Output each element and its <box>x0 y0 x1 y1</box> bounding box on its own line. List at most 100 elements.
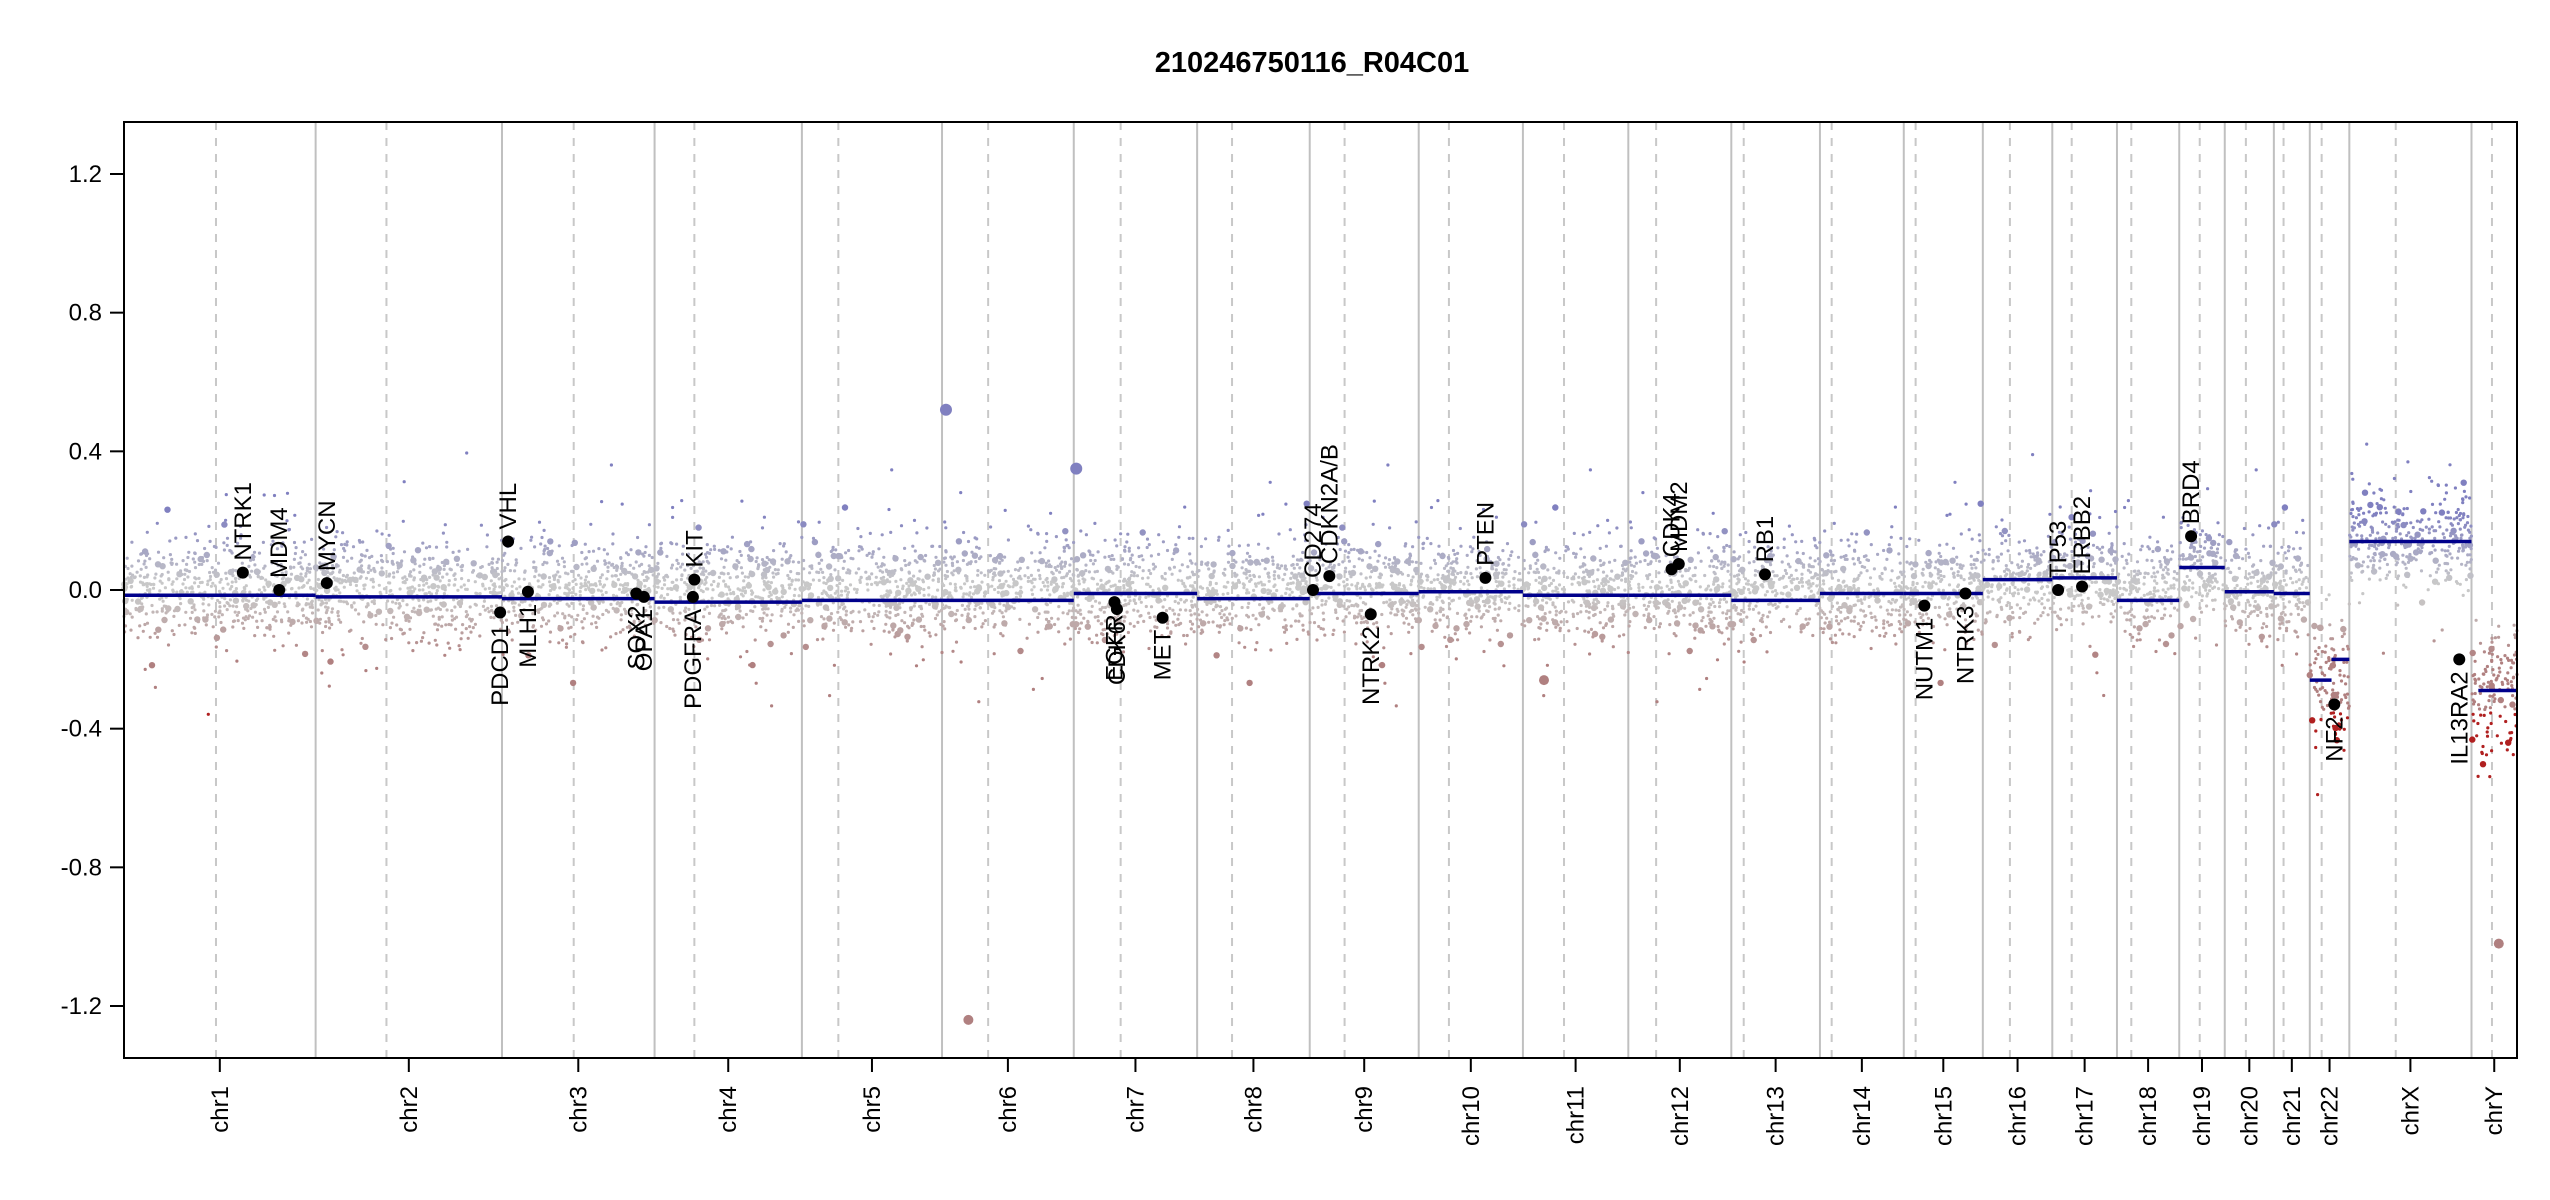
probe-point <box>667 606 674 613</box>
probe-point <box>1501 562 1505 566</box>
probe-point <box>982 594 987 598</box>
probe-point <box>583 542 587 546</box>
probe-point <box>901 584 905 588</box>
probe-point <box>925 526 929 530</box>
probe-point <box>594 621 598 625</box>
probe-point <box>684 632 688 637</box>
probe-point <box>1357 612 1361 616</box>
probe-point <box>1154 595 1158 599</box>
probe-point <box>669 566 674 570</box>
probe-point <box>604 590 608 595</box>
probe-point <box>1209 600 1213 604</box>
probe-point <box>1093 615 1097 619</box>
probe-point <box>332 576 336 580</box>
probe-point <box>1007 606 1011 610</box>
probe-point <box>328 626 332 630</box>
probe-point <box>710 596 714 600</box>
probe-point <box>584 588 588 592</box>
probe-point <box>1248 554 1252 559</box>
probe-point <box>363 554 367 558</box>
probe-point <box>415 641 419 645</box>
probe-point <box>1507 580 1511 584</box>
probe-point <box>870 582 874 587</box>
probe-point <box>224 571 228 575</box>
probe-point <box>1453 552 1457 557</box>
probe-point <box>353 608 358 612</box>
probe-point <box>1236 594 1240 598</box>
probe-point <box>602 548 606 552</box>
probe-point <box>1038 573 1042 578</box>
probe-point <box>876 565 880 569</box>
probe-point <box>906 624 910 628</box>
probe-point <box>821 626 825 630</box>
probe-point <box>1283 564 1287 568</box>
probe-point <box>1469 597 1473 601</box>
probe-point <box>897 627 904 634</box>
probe-point <box>500 620 504 625</box>
probe-point <box>1048 593 1052 597</box>
probe-point <box>844 609 849 613</box>
probe-point <box>541 562 545 567</box>
probe-point <box>185 590 189 594</box>
probe-point <box>1199 562 1204 567</box>
probe-point <box>745 582 752 589</box>
probe-point <box>285 519 289 523</box>
probe-point <box>1371 588 1375 592</box>
probe-point <box>296 619 300 623</box>
probe-point <box>1095 582 1100 586</box>
probe-point <box>1442 575 1449 582</box>
probe-point <box>963 607 967 612</box>
probe-point <box>1463 613 1467 617</box>
probe-point <box>374 622 378 626</box>
probe-point <box>1579 603 1583 608</box>
probe-point <box>1587 630 1591 634</box>
probe-point <box>1054 535 1058 539</box>
probe-point <box>1497 606 1502 610</box>
probe-point <box>171 580 175 584</box>
probe-point <box>1683 606 1687 610</box>
probe-point <box>1406 573 1410 578</box>
probe-point <box>795 571 799 576</box>
probe-point <box>1799 623 1806 630</box>
probe-point <box>1522 558 1526 563</box>
probe-point <box>435 628 440 632</box>
probe-point <box>1425 536 1429 541</box>
probe-point <box>1782 574 1786 578</box>
probe-point <box>492 587 496 591</box>
probe-point <box>1740 608 1744 613</box>
probe-point <box>1659 586 1663 590</box>
probe-point <box>1611 612 1615 616</box>
probe-point <box>994 567 998 571</box>
probe-point <box>1410 560 1414 564</box>
probe-point <box>210 596 214 600</box>
probe-point <box>532 560 536 564</box>
probe-point <box>518 612 525 619</box>
probe-point <box>1501 549 1505 553</box>
probe-point <box>1732 592 1736 597</box>
probe-point <box>378 590 382 595</box>
probe-point <box>160 572 164 577</box>
probe-point <box>1425 578 1429 582</box>
probe-point <box>1811 633 1815 638</box>
probe-point <box>744 612 749 617</box>
probe-point <box>357 591 362 595</box>
probe-point <box>1734 608 1738 612</box>
probe-point <box>1397 583 1401 587</box>
probe-point <box>1655 546 1659 550</box>
probe-point <box>1292 566 1296 570</box>
probe-point <box>550 549 554 553</box>
probe-point <box>1754 556 1758 561</box>
probe-point <box>589 522 593 526</box>
probe-point <box>703 578 708 582</box>
probe-point <box>422 631 426 635</box>
probe-point <box>1169 631 1173 635</box>
probe-point <box>412 568 416 572</box>
probe-point <box>920 612 924 616</box>
probe-point <box>272 634 276 638</box>
probe-point <box>1644 607 1648 612</box>
probe-point <box>815 551 822 559</box>
probe-point <box>170 557 174 562</box>
probe-point <box>915 616 923 623</box>
probe-point <box>1813 559 1817 563</box>
probe-point <box>1629 587 1633 591</box>
